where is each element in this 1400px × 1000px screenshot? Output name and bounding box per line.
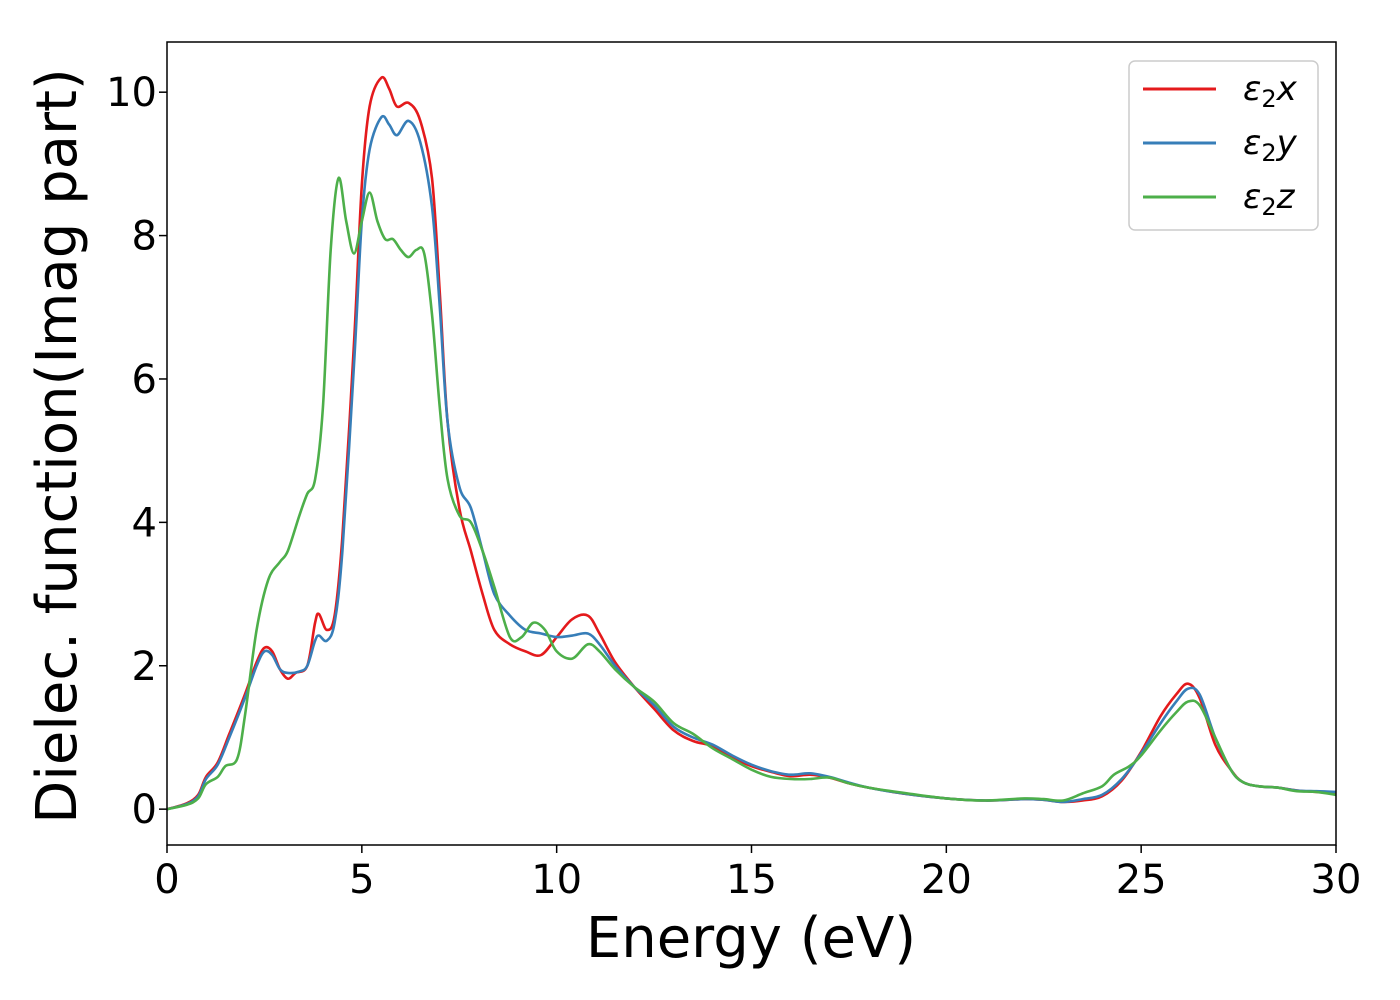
y-tick-label: 10 xyxy=(106,70,157,116)
x-tick-label: 5 xyxy=(349,857,374,903)
y-axis: 0 2 4 6 8 10 xyxy=(106,70,167,833)
x-tick-label: 30 xyxy=(1311,857,1362,903)
y-tick-label: 8 xyxy=(132,214,157,260)
x-tick-label: 0 xyxy=(154,857,179,903)
x-tick-label: 20 xyxy=(921,857,972,903)
x-tick-label: 10 xyxy=(531,857,582,903)
legend-label-z: ε2z xyxy=(1243,177,1296,221)
y-tick-label: 6 xyxy=(132,357,157,403)
legend-label-y: ε2y xyxy=(1243,123,1298,167)
y-tick-label: 2 xyxy=(132,644,157,690)
x-axis-title: Energy (eV) xyxy=(586,906,916,971)
series-layer xyxy=(167,75,1336,811)
legend: ε2x ε2y ε2z xyxy=(1128,60,1319,231)
y-tick-label: 4 xyxy=(132,500,157,546)
x-tick-label: 15 xyxy=(726,857,777,903)
x-axis: 0 5 10 15 20 25 30 xyxy=(154,845,1361,903)
y-axis-title: Dielec. function(Imag part) xyxy=(25,68,90,824)
x-tick-label: 25 xyxy=(1116,857,1167,903)
legend-box xyxy=(1128,60,1319,231)
y-tick-label: 0 xyxy=(132,787,157,833)
series-line-y xyxy=(167,114,1336,811)
series-line-z xyxy=(167,176,1336,811)
legend-label-x: ε2x xyxy=(1243,69,1298,113)
